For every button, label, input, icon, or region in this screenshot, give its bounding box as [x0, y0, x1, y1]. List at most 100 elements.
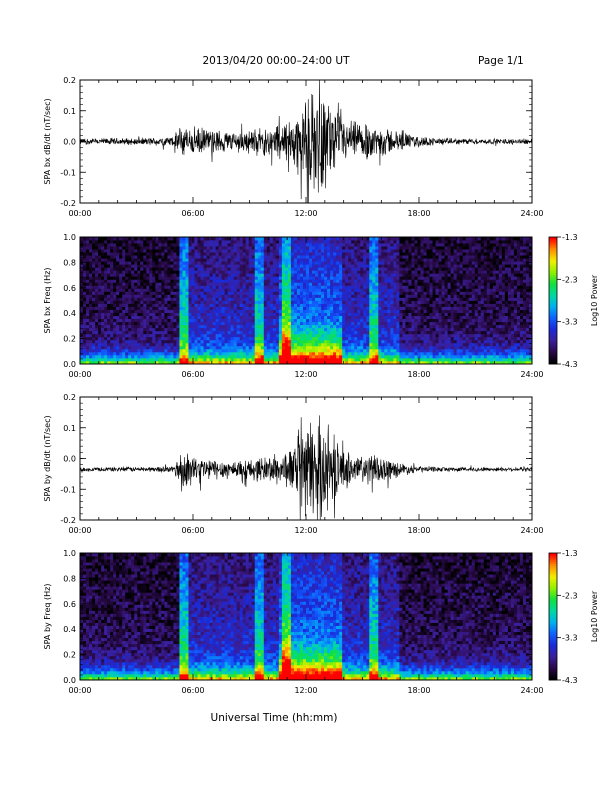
spectrogram-cell — [336, 270, 340, 274]
spectrogram-cell — [284, 330, 289, 335]
spectrogram-cell — [266, 273, 271, 277]
spectrogram-cell — [290, 324, 295, 329]
spectrogram-cell — [417, 282, 421, 286]
spectrogram-cell — [293, 294, 298, 298]
spectrogram-cell — [330, 342, 334, 347]
spectrogram-cell — [92, 321, 96, 326]
spectrogram-cell — [239, 291, 244, 295]
spectrogram-cell — [324, 249, 328, 253]
spectrogram-cell — [420, 321, 424, 326]
spectrogram-cell — [351, 258, 355, 262]
spectrogram-cell — [218, 348, 223, 353]
spectrogram-cell — [197, 246, 201, 250]
spectrogram-cell — [119, 312, 123, 317]
spectrogram-cell — [357, 318, 361, 323]
spectrogram-cell — [98, 240, 102, 244]
spectrogram-cell — [212, 243, 216, 247]
spectrogram-cell — [312, 240, 316, 244]
spectrogram-cell — [188, 309, 192, 313]
spectrogram-cell — [318, 249, 322, 253]
spectrogram-cell — [92, 267, 96, 271]
spectrogram-cell — [158, 255, 162, 259]
spectrogram-cell — [411, 351, 415, 356]
spectrogram-cell — [89, 297, 93, 301]
spectrogram-cell — [426, 246, 430, 250]
spectrogram-cell — [372, 243, 376, 247]
spectrogram-cell — [375, 360, 379, 365]
spectrogram-cell — [293, 267, 298, 271]
spectrogram-cell — [306, 243, 310, 247]
spectrogram-cell — [384, 297, 388, 301]
spectrogram-cell — [98, 342, 102, 347]
spectrogram-cell — [275, 237, 280, 241]
spectrogram-cell — [125, 306, 129, 310]
spectrogram-cell — [423, 237, 427, 241]
spectrogram-cell — [122, 306, 126, 310]
spectrogram-cell — [384, 276, 388, 280]
spectrogram-cell — [215, 288, 220, 292]
spectrogram-cell — [345, 315, 349, 320]
spectrogram-cell — [302, 249, 307, 253]
spectrogram-cell — [396, 336, 400, 341]
spectrogram-cell — [191, 330, 195, 335]
spectrogram-cell — [381, 267, 385, 271]
spectrogram-cell — [140, 270, 144, 274]
spectrogram-cell — [179, 342, 183, 347]
spectrogram-cell — [263, 255, 268, 259]
spectrogram-cell — [312, 279, 316, 283]
spectrogram-cell — [402, 294, 406, 298]
spectrogram-cell — [369, 291, 373, 295]
spectrogram-cell — [306, 237, 310, 241]
spectrogram-cell — [125, 327, 129, 332]
spectrogram-cell — [146, 297, 150, 301]
spectrogram-cell — [230, 318, 235, 323]
spectrogram-cell — [393, 288, 397, 292]
spectrogram-cell — [411, 336, 415, 341]
spectrogram-cell — [351, 297, 355, 301]
spectrogram-cell — [86, 330, 90, 335]
spectrogram-cell — [176, 345, 180, 350]
spectrogram-cell — [306, 267, 310, 271]
spectrogram-cell — [221, 357, 226, 362]
spectrogram-cell — [209, 252, 213, 256]
spectrogram-cell — [152, 360, 156, 365]
spectrogram-cell — [245, 330, 250, 335]
spectrogram-cell — [242, 348, 247, 353]
spectrogram-cell — [158, 342, 162, 347]
spectrogram-cell — [230, 237, 235, 241]
spectrogram-cell — [287, 267, 292, 271]
spectrogram-cell — [290, 252, 295, 256]
spectrogram-cell — [324, 288, 328, 292]
spectrogram-cell — [173, 246, 177, 250]
spectrogram-cell — [197, 267, 201, 271]
spectrogram-cell — [212, 303, 216, 307]
spectrogram-cell — [369, 267, 373, 271]
spectrogram-cell — [137, 309, 141, 313]
spectrogram-cell — [378, 348, 382, 353]
spectrogram-cell — [206, 309, 210, 313]
spectrogram-cell — [197, 288, 201, 292]
spectrogram-cell — [306, 357, 310, 362]
spectrogram-cell — [248, 348, 253, 353]
spectrogram-cell — [348, 345, 352, 350]
spectrogram-cell — [384, 240, 388, 244]
spectrogram-cell — [191, 273, 195, 277]
spectrogram-cell — [426, 252, 430, 256]
spectrogram-cell — [116, 351, 120, 356]
spectrogram-cell — [318, 300, 322, 304]
spectrogram-cell — [83, 321, 87, 326]
spectrogram-cell — [179, 270, 183, 274]
spectrogram-cell — [104, 306, 108, 310]
spectrogram-cell — [381, 285, 385, 289]
spectrogram-cell — [393, 345, 397, 350]
spectrogram-cell — [360, 309, 364, 313]
spectrogram-cell — [387, 342, 391, 347]
spectrogram-cell — [408, 351, 412, 356]
spectrogram-cell — [402, 237, 406, 241]
spectrogram-cell — [119, 324, 123, 329]
spectrogram-cell — [245, 291, 250, 295]
spectrogram-cell — [116, 312, 120, 317]
spectrogram-cell — [179, 261, 183, 265]
spectrogram-cell — [167, 276, 171, 280]
spectrogram-cell — [101, 264, 105, 268]
